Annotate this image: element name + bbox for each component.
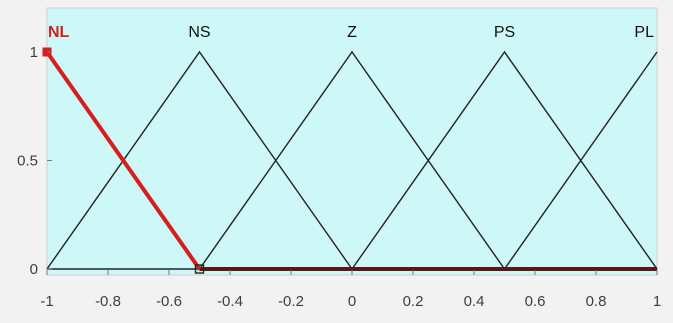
x-tick-label: -0.2: [278, 293, 304, 310]
x-tick-label: 0: [348, 293, 356, 310]
mf-line-ns: [46, 50, 353, 270]
x-tick-label: 0.4: [464, 293, 485, 310]
membership-function-labels: NL NS Z PS PL: [48, 24, 654, 41]
selected-vertex-marker-icon[interactable]: [194, 264, 205, 274]
mf-label-nl[interactable]: NL: [48, 24, 70, 41]
mf-line-nl[interactable]: [45, 50, 202, 271]
x-tick-label: -0.8: [95, 293, 121, 310]
y-tick-label: 1: [30, 44, 38, 61]
mf-label-pl[interactable]: PL: [634, 24, 654, 41]
mf-label-ns[interactable]: NS: [188, 24, 210, 41]
x-tick-label: 0.8: [586, 293, 607, 310]
x-tick-label: -0.4: [217, 293, 243, 310]
y-tick-label: 0.5: [17, 153, 38, 170]
tick-labels: -1 -0.8 -0.6 -0.4 -0.2 0 0.2 0.4 0.6 0.8 1 0 0.5 1: [17, 44, 661, 310]
axis-ticks: [46, 51, 658, 275]
membership-function-lines: [42, 47, 658, 274]
mf-line-pl: [503, 51, 658, 270]
plot-area: [46, 7, 658, 276]
x-tick-label: 1: [653, 293, 661, 310]
y-tick-label: 0: [30, 261, 38, 278]
x-tick-label: 0.6: [525, 293, 546, 310]
x-tick-label: 0.2: [403, 293, 424, 310]
mf-line-ps: [351, 50, 658, 270]
mf-line-z: [198, 50, 506, 270]
x-tick-label: -0.6: [156, 293, 182, 310]
mf-label-ps[interactable]: PS: [494, 24, 515, 41]
mf-label-z[interactable]: Z: [347, 24, 357, 41]
plot-background: [46, 7, 658, 276]
x-tick-label: -1: [40, 293, 53, 310]
